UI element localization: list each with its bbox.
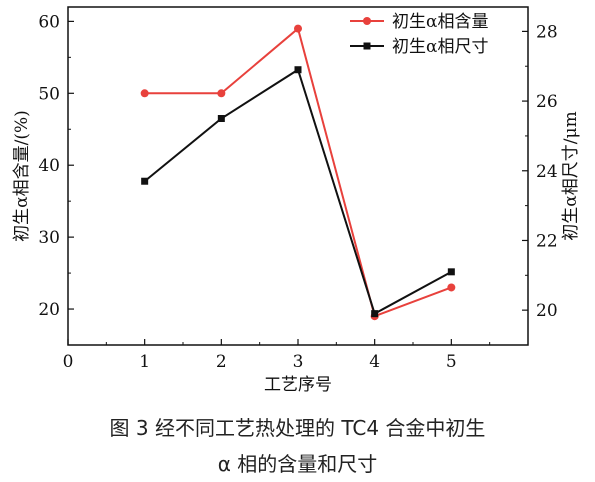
series-1-point [447, 283, 456, 292]
x-tick-label: 2 [216, 352, 227, 372]
legend-label-2: 初生α相尺寸 [392, 37, 488, 57]
plot-frame [67, 6, 529, 346]
y-right-tick-label: 26 [536, 92, 558, 112]
x-tick-label: 0 [63, 352, 74, 372]
legend-label-1: 初生α相含量 [392, 12, 488, 32]
series-2-point [141, 177, 149, 185]
x-tick-label: 1 [139, 352, 150, 372]
y-left-tick-label: 50 [38, 84, 60, 104]
series-1-point [294, 24, 302, 33]
series-2-point [294, 66, 302, 74]
figure-caption-line-2: α 相的含量和尺寸 [217, 452, 378, 476]
y-right-axis-label: 初生α相尺寸/μm [561, 111, 581, 240]
legend-marker-1 [363, 17, 371, 25]
y-right-tick-label: 24 [536, 162, 558, 182]
legend-marker-2 [363, 42, 371, 50]
y-left-tick-label: 40 [38, 156, 60, 176]
y-right-tick-label: 20 [536, 301, 558, 321]
y-left-tick-label: 60 [38, 12, 60, 32]
y-left-tick-label: 30 [38, 228, 60, 248]
series-2-point [217, 115, 225, 123]
y-right-tick-label: 22 [536, 231, 558, 251]
series-2-point [371, 310, 379, 318]
series-1-point [140, 89, 149, 98]
series-2-point [447, 268, 455, 276]
y-right-tick-label: 28 [536, 22, 558, 42]
y-left-axis-label: 初生α相含量/(%) [12, 110, 32, 242]
x-tick-label: 5 [446, 352, 457, 372]
x-axis-label: 工艺序号 [264, 375, 332, 395]
series-1-point [217, 89, 226, 98]
chart: 0 1 2 3 4 5 20 30 40 50 60 20 22 24 26 28 工艺序号 初生α相含量/(%)… [12, 6, 581, 395]
x-tick-label: 4 [369, 352, 380, 372]
x-tick-label: 3 [293, 352, 304, 372]
figure-caption-line-1: 图 3 经不同工艺热处理的 TC4 合金中初生 [109, 416, 486, 440]
series-line-2 [144, 68, 452, 316]
y-left-tick-label: 20 [38, 300, 60, 320]
